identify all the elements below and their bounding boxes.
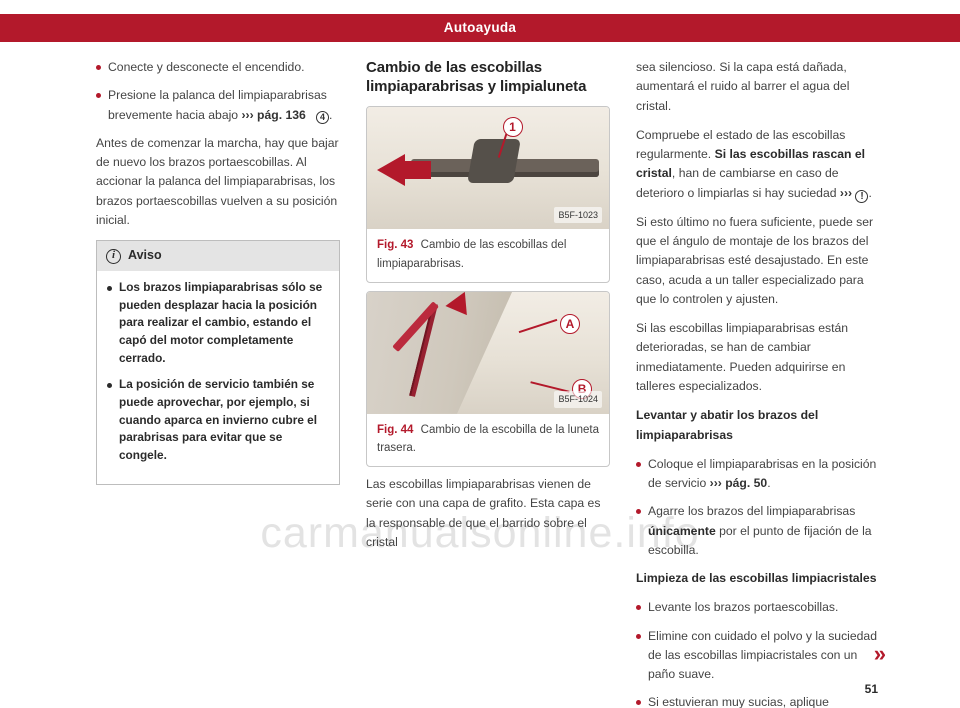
page-ref: ››› pág. 50 <box>710 476 768 490</box>
text-frag: Agarre los brazos del limpiaparabrisas <box>648 504 855 518</box>
text-frag: . <box>868 186 871 200</box>
figure-caption: Fig. 43 Cambio de las escobillas del lim… <box>367 229 609 281</box>
bullet-item: Los brazos limpiaparabrisas sólo se pued… <box>107 279 329 367</box>
bullet-dot-icon <box>96 65 101 70</box>
bullet-item: Levante los brazos portaescobillas. <box>636 598 880 617</box>
step-circle-icon: 4 <box>316 111 329 124</box>
bullet-text: Coloque el limpiaparabrisas en la posici… <box>648 455 880 494</box>
section-title: Cambio de las escobillas limpiaparabrisa… <box>366 58 610 96</box>
bullet-item: Si estuvieran muy sucias, aplique cuidad… <box>636 693 880 708</box>
leader-line <box>519 318 558 332</box>
bullet-dot-icon <box>636 634 641 639</box>
page-ref: ››› pág. 136 <box>241 108 305 122</box>
bullet-dot-icon <box>636 509 641 514</box>
info-icon: i <box>106 249 121 264</box>
figure-43: 1 B5F-1023 Fig. 43 Cambio de las escobil… <box>366 106 610 282</box>
text-frag: . <box>767 476 770 490</box>
bullet-text: Los brazos limpiaparabrisas sólo se pued… <box>119 279 329 367</box>
figure-label: Fig. 43 <box>377 239 413 251</box>
text-frag: Si estuvieran muy sucias, aplique cuidad… <box>648 695 865 708</box>
figure-43-image: 1 B5F-1023 <box>367 107 609 229</box>
paragraph: Si esto último no fuera suficiente, pued… <box>636 213 880 309</box>
bullet-item: Conecte y desconecte el encendido. <box>96 58 340 77</box>
continue-icon: » <box>874 637 880 672</box>
paragraph: Compruebe el estado de las escobillas re… <box>636 126 880 203</box>
warning-icon: ! <box>855 190 868 203</box>
paragraph: Las escobillas limpiaparabrisas vienen d… <box>366 475 610 552</box>
bullet-text: Si estuvieran muy sucias, aplique cuidad… <box>648 693 880 708</box>
bullet-text: La posición de servicio también se puede… <box>119 376 329 464</box>
page: Autoayuda Conecte y desconecte el encend… <box>0 0 960 708</box>
notice-body: Los brazos limpiaparabrisas sólo se pued… <box>97 271 339 484</box>
text-frag: . <box>329 108 332 122</box>
paragraph: Si las escobillas limpiaparabrisas están… <box>636 319 880 396</box>
bullet-item: Coloque el limpiaparabrisas en la posici… <box>636 455 880 494</box>
bullet-text: Levante los brazos portaescobillas. <box>648 598 880 617</box>
figure-44: A B B5F-1024 Fig. 44 Cambio de la escobi… <box>366 291 610 467</box>
columns-wrap: Conecte y desconecte el encendido. Presi… <box>96 58 880 672</box>
bullet-dot-icon <box>636 605 641 610</box>
header-title: Autoayuda <box>444 20 516 35</box>
paragraph: sea silencioso. Si la capa está dañada, … <box>636 58 880 116</box>
notice-title: Aviso <box>128 246 162 266</box>
arrow-left-icon <box>377 154 405 186</box>
bullet-item: Elimine con cuidado el polvo y la sucied… <box>636 627 880 685</box>
bullet-item: Agarre los brazos del limpiaparabrisas ú… <box>636 502 880 560</box>
notice-head: i Aviso <box>97 241 339 271</box>
wiper-hinge-shape <box>467 139 521 183</box>
bullet-dot-icon <box>107 383 112 388</box>
figure-44-image: A B B5F-1024 <box>367 292 609 414</box>
column-3: sea silencioso. Si la capa está dañada, … <box>636 58 880 672</box>
figure-code: B5F-1024 <box>554 391 602 407</box>
bullet-dot-icon <box>96 93 101 98</box>
car-body-shape <box>367 292 512 414</box>
bullet-text: Conecte y desconecte el encendido. <box>108 58 340 77</box>
subheading: Levantar y abatir los brazos del limpiap… <box>636 406 880 445</box>
column-2: Cambio de las escobillas limpiaparabrisa… <box>366 58 610 672</box>
notice-box: i Aviso Los brazos limpiaparabrisas sólo… <box>96 240 340 485</box>
subheading: Limpieza de las escobillas limpiacristal… <box>636 569 880 588</box>
header-band: Autoayuda <box>0 14 960 42</box>
figure-code: B5F-1023 <box>554 207 602 223</box>
text-space <box>309 108 312 122</box>
page-number: 51 <box>865 680 878 698</box>
paragraph: Antes de comenzar la marcha, hay que baj… <box>96 134 340 230</box>
cross-ref: ››› <box>840 186 852 200</box>
strong-text: únicamente <box>648 524 716 538</box>
callout-1-icon: 1 <box>503 117 523 137</box>
bullet-dot-icon <box>636 462 641 467</box>
bullet-dot-icon <box>636 700 641 705</box>
column-1: Conecte y desconecte el encendido. Presi… <box>96 58 340 672</box>
bullet-item: Presione la palanca del limpiaparabrisas… <box>96 86 340 125</box>
figure-caption: Fig. 44 Cambio de la escobilla de la lun… <box>367 414 609 466</box>
bullet-text: Agarre los brazos del limpiaparabrisas ú… <box>648 502 880 560</box>
bullet-text: Presione la palanca del limpiaparabrisas… <box>108 86 340 125</box>
bullet-dot-icon <box>107 286 112 291</box>
bullet-item: La posición de servicio también se puede… <box>107 376 329 464</box>
bullet-text: Elimine con cuidado el polvo y la sucied… <box>648 627 880 685</box>
callout-a-icon: A <box>560 314 580 334</box>
figure-label: Fig. 44 <box>377 424 413 436</box>
